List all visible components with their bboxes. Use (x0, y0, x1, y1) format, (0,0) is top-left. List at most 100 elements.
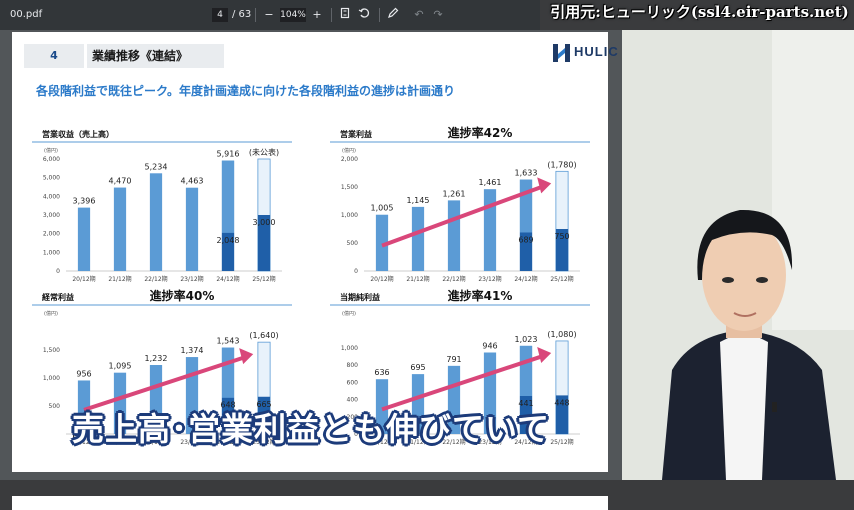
chart-title: 当期純利益 (340, 292, 380, 302)
bar-value-label: 1,261 (443, 189, 466, 198)
bar-value-label: 5,234 (145, 162, 168, 171)
toolbar-filename: 00.pdf (10, 9, 43, 20)
trend-arrow-head-icon (537, 177, 552, 194)
bar-value-label: 4,463 (181, 177, 204, 186)
slide-header: 4 業績推移《連結》 (24, 44, 224, 68)
rotate-button[interactable] (356, 7, 372, 23)
bar-value-label: 1,374 (181, 346, 204, 355)
fit-page-button[interactable] (337, 7, 353, 23)
bar-annual (149, 365, 163, 434)
y-tick-label: 1,000 (43, 375, 60, 382)
x-tick-label: 22/12期 (442, 275, 465, 283)
x-tick-label: 21/12期 (406, 438, 429, 446)
subtitle-caption: 売上高･営業利益とも伸びていて (71, 410, 551, 448)
y-tick-label: 2,000 (341, 156, 358, 163)
bar-value-label: 695 (410, 363, 425, 372)
y-tick-label: 500 (347, 240, 359, 247)
bar-value-label: 1,543 (217, 337, 240, 346)
fit-page-icon (340, 7, 350, 19)
bar-annual (149, 173, 163, 271)
y-tick-label: 0 (354, 268, 358, 275)
bar-value-label: (1,080) (547, 330, 576, 339)
y-tick-label: 1,000 (43, 249, 60, 256)
chart-unit-label: (億円) (44, 147, 58, 154)
y-tick-label: 0 (56, 268, 60, 275)
bar-value-label: 1,095 (109, 362, 132, 371)
hulic-logo-mark-icon (553, 44, 570, 62)
x-tick-label: 24/12期 (216, 275, 239, 283)
pdf-viewer[interactable]: 4 業績推移《連結》 HULIC 各段階利益で既往ピーク。年度計画達成に向けた各… (0, 30, 622, 510)
bar-annual (447, 200, 461, 271)
zoom-level-input[interactable]: 104% (280, 8, 306, 22)
x-tick-label: 23/12期 (478, 275, 501, 283)
chart-title: 営業利益 (340, 129, 372, 139)
x-tick-label: 21/12期 (406, 275, 429, 283)
trend-arrow-head-icon (239, 348, 254, 365)
chart-progress-label: 進捗率41% (448, 288, 513, 303)
slide-title: 業績推移《連結》 (92, 49, 189, 63)
y-tick-label: 5,000 (43, 175, 60, 182)
bar-value-label: 956 (76, 369, 91, 378)
chart-unit-label: (億円) (342, 147, 356, 154)
bar-value-label: (未公表) (249, 147, 279, 157)
x-tick-label: 25/12期 (252, 438, 275, 446)
y-tick-label: 200 (347, 414, 359, 421)
y-tick-label: 800 (347, 362, 359, 369)
y-tick-label: 1,000 (341, 345, 358, 352)
x-tick-label: 21/12期 (108, 275, 131, 283)
zoom-out-button[interactable]: − (264, 8, 274, 21)
y-tick-label: 500 (49, 403, 61, 410)
y-tick-label: 1,500 (43, 347, 60, 354)
bar-annual-upper (519, 179, 533, 233)
bar-annual (375, 214, 389, 271)
bar-annual (185, 187, 199, 271)
y-tick-label: 600 (347, 379, 359, 386)
x-tick-label: 24/12期 (514, 275, 537, 283)
y-tick-label: 400 (347, 397, 359, 404)
x-tick-label: 25/12期 (550, 438, 573, 446)
chart-progress-label: 進捗率42% (448, 125, 513, 140)
trend-arrow-line (83, 355, 246, 412)
zoom-in-button[interactable]: + (312, 8, 322, 21)
y-tick-label: 4,000 (43, 193, 60, 200)
x-tick-label: 20/12期 (72, 275, 95, 283)
bar-value-label: 1,232 (145, 354, 168, 363)
bar-interim-label: 689 (518, 235, 533, 244)
chart-title: 営業収益（売上高） (42, 129, 114, 139)
undo-button[interactable]: ↶ (414, 8, 424, 21)
bar-value-label: 1,633 (515, 169, 538, 178)
x-tick-label: 25/12期 (550, 275, 573, 283)
y-tick-label: 0 (354, 431, 358, 438)
chart-unit-label: (億円) (44, 310, 58, 317)
draw-button[interactable] (385, 7, 401, 23)
toolbar-divider (255, 8, 256, 22)
page-number-input[interactable]: 4 (212, 8, 228, 22)
x-tick-label: 20/12期 (72, 438, 95, 446)
y-tick-label: 1,000 (341, 212, 358, 219)
x-tick-label: 23/12期 (180, 438, 203, 446)
bar-interim-label: 750 (554, 232, 569, 241)
x-tick-label: 20/12期 (370, 438, 393, 446)
y-tick-label: 1,500 (341, 184, 358, 191)
x-tick-label: 23/12期 (478, 438, 501, 446)
redo-button[interactable]: ↷ (433, 8, 443, 21)
y-tick-label: 2,000 (43, 231, 60, 238)
x-tick-label: 25/12期 (252, 275, 275, 283)
bar-interim (519, 396, 533, 434)
bar-value-label: 3,396 (73, 197, 96, 206)
bar-interim-label: 448 (554, 398, 569, 407)
chart-unit-label: (億円) (342, 310, 356, 317)
y-tick-label: 6,000 (43, 156, 60, 163)
bar-value-label: 1,005 (371, 204, 394, 213)
bar-value-label: 791 (446, 355, 461, 364)
bar-interim (519, 232, 533, 271)
bar-annual (113, 187, 127, 271)
source-credit: 引用元:ヒューリック(ssl4.eir-parts.net) (550, 3, 849, 21)
page-count: / 63 (232, 9, 252, 20)
x-tick-label: 22/12期 (144, 275, 167, 283)
x-tick-label: 23/12期 (180, 275, 203, 283)
bar-interim (257, 396, 271, 434)
presenter-illustration (622, 30, 854, 480)
trend-arrow-line (381, 184, 544, 248)
bar-value-label: 4,470 (109, 177, 132, 186)
